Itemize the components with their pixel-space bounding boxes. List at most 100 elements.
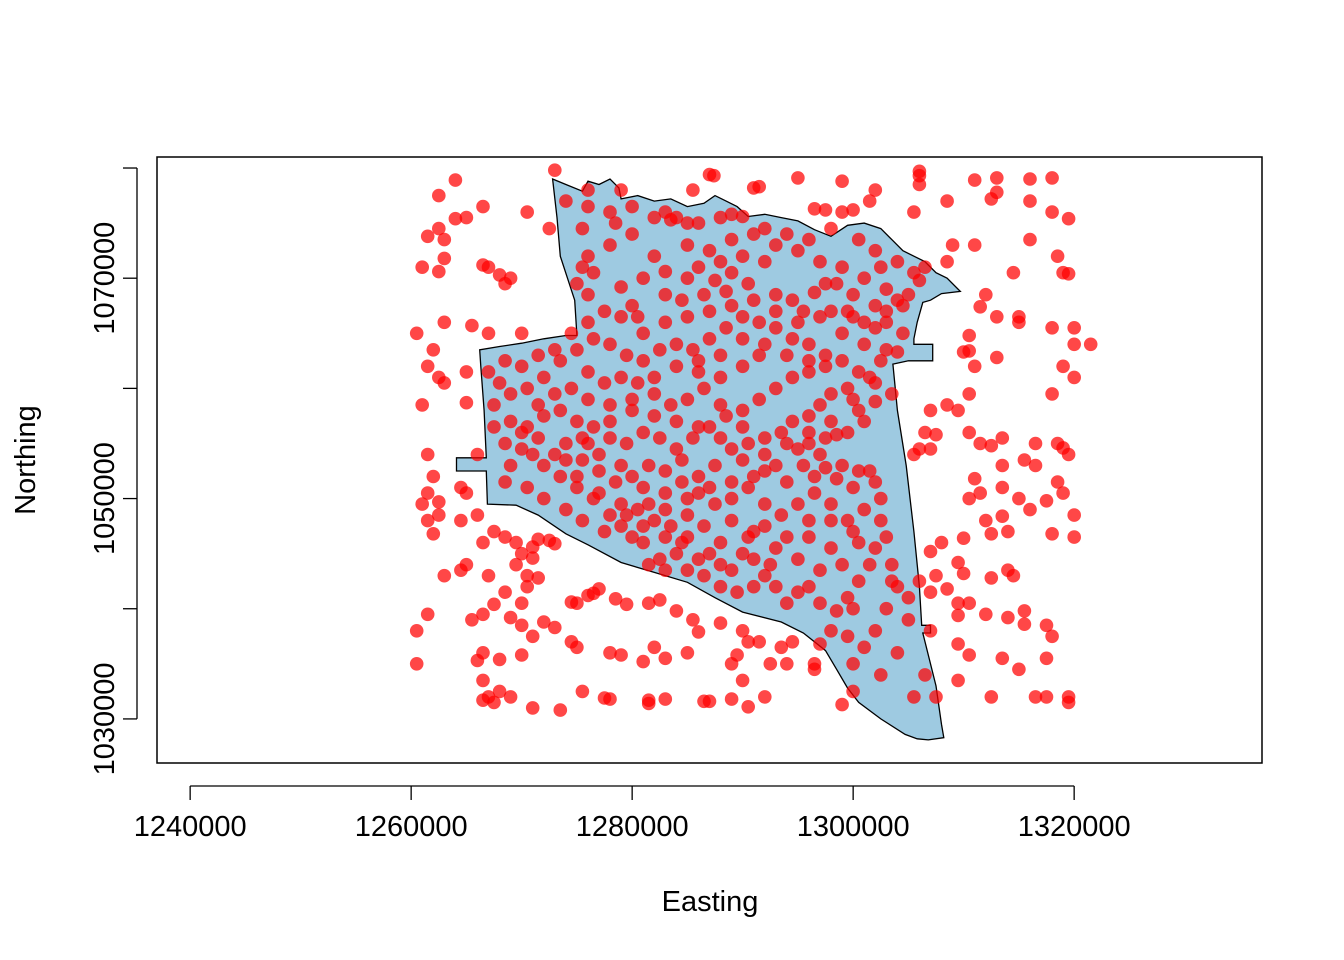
data-point [813, 596, 827, 610]
data-point [780, 475, 794, 489]
data-point [564, 381, 579, 396]
data-point [840, 425, 855, 440]
data-point [940, 254, 954, 269]
data-point [746, 579, 761, 594]
data-point [426, 469, 441, 484]
data-point [531, 571, 545, 585]
data-point [840, 513, 855, 528]
x-axis: 1240000 1260000 1280000 1300000 1320000 [134, 785, 1131, 843]
data-point [1012, 315, 1026, 330]
data-point [791, 497, 805, 511]
data-point [531, 398, 545, 412]
data-point [420, 359, 435, 374]
data-point [752, 348, 766, 363]
data-point [487, 695, 501, 710]
data-point [691, 486, 706, 500]
data-point [647, 249, 662, 263]
data-point [1023, 172, 1037, 186]
data-point [885, 574, 899, 588]
data-point [846, 287, 860, 302]
data-point [724, 232, 739, 247]
y-axis-label: Northing [10, 405, 42, 515]
data-point [890, 646, 905, 660]
data-point [868, 321, 883, 335]
data-point [923, 585, 938, 599]
data-point [824, 497, 838, 511]
data-point [774, 425, 789, 440]
data-point [476, 199, 490, 214]
data-point [818, 460, 833, 475]
data-point [746, 469, 761, 484]
data-point [973, 436, 987, 451]
data-point [824, 304, 838, 319]
data-point [769, 304, 783, 319]
data-point [979, 607, 993, 622]
data-point [746, 227, 761, 241]
data-point [509, 535, 523, 550]
data-point [653, 431, 667, 445]
data-point [940, 194, 954, 208]
data-point [653, 593, 667, 607]
data-point [691, 354, 706, 368]
data-point [603, 337, 617, 352]
data-point [581, 315, 595, 330]
data-point [525, 447, 540, 462]
data-point [686, 183, 700, 197]
data-point [669, 604, 684, 618]
data-point [995, 509, 1010, 523]
data-point [625, 530, 639, 544]
data-point [1050, 249, 1065, 263]
data-point [724, 475, 739, 489]
data-point [531, 431, 545, 445]
data-point [647, 210, 662, 225]
data-point [851, 535, 866, 550]
data-point [686, 343, 700, 357]
points-layer [409, 163, 1098, 717]
data-point [514, 442, 529, 456]
data-point [669, 546, 684, 561]
data-point [1012, 662, 1026, 677]
data-point [630, 310, 645, 324]
data-point [514, 618, 529, 633]
data-point [962, 491, 976, 506]
data-point [691, 365, 706, 379]
data-point [1023, 502, 1037, 517]
data-point [979, 513, 993, 528]
data-point [791, 585, 805, 599]
data-point [575, 260, 590, 275]
data-point [907, 265, 921, 280]
data-point [907, 205, 921, 219]
data-point [851, 232, 866, 247]
data-point [818, 276, 833, 291]
data-point [862, 194, 877, 208]
data-point [769, 238, 783, 252]
data-point [1006, 568, 1021, 583]
data-point [553, 403, 568, 418]
data-point [990, 310, 1004, 324]
data-point [680, 646, 695, 660]
data-point [492, 652, 507, 667]
data-point [647, 409, 662, 423]
data-point [1061, 695, 1076, 710]
data-point [846, 480, 860, 495]
data-point [603, 205, 617, 219]
data-point [459, 210, 474, 225]
data-point [713, 210, 728, 225]
data-point [575, 221, 590, 236]
data-point [735, 453, 750, 467]
data-point [824, 624, 838, 638]
data-point [548, 387, 562, 401]
data-point [862, 557, 877, 572]
data-point [1006, 265, 1021, 280]
data-point [967, 359, 982, 374]
data-point [498, 585, 512, 599]
data-point [559, 436, 573, 451]
data-point [735, 624, 750, 638]
data-point [553, 703, 568, 717]
data-point [481, 568, 496, 583]
data-point [802, 436, 816, 451]
data-point [813, 254, 827, 269]
data-point [735, 359, 750, 374]
data-point [702, 480, 717, 495]
data-point [586, 265, 601, 280]
